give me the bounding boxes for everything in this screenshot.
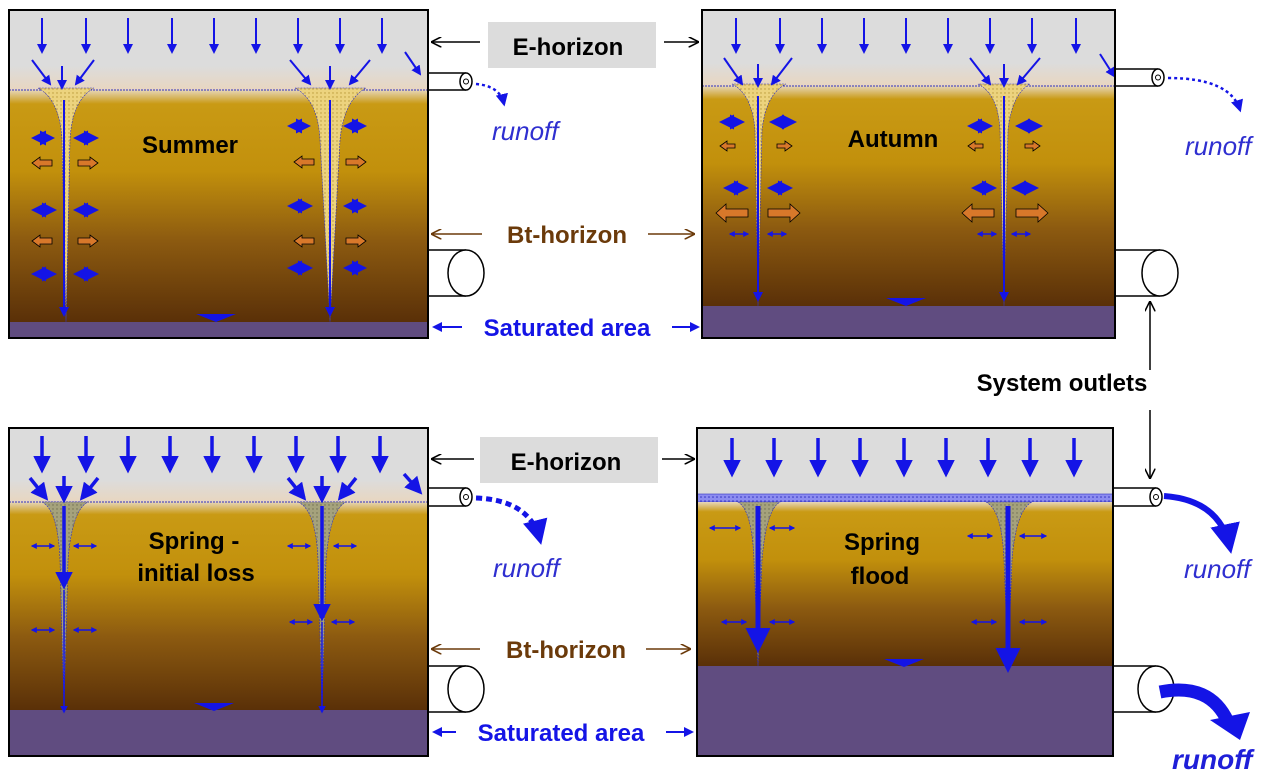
panel-title-spring-initial-2: initial loss [137, 560, 254, 587]
panel-title-autumn: Autumn [848, 126, 939, 153]
panel-title-spring-flood-2: flood [851, 563, 910, 590]
bt-horizon-label-bottom: Bt-horizon [506, 637, 626, 664]
panel-spring-initial-loss: Spring - initial loss runoff [8, 427, 562, 757]
system-outlets-label: System outlets [977, 370, 1148, 397]
runoff-label: runoff [493, 553, 562, 583]
panel-spring-flood: Spring flood runoff runoff [696, 427, 1255, 775]
panel-title-spring-flood-1: Spring [844, 529, 920, 556]
saturated-area-label-top: Saturated area [484, 315, 651, 342]
rain-arrows [31, 18, 422, 317]
center-labels: E-horizon Bt-horizon Saturated area Syst… [432, 22, 1150, 747]
runoff-label: runoff [492, 116, 561, 146]
e-horizon-label-bottom: E-horizon [511, 449, 622, 476]
panel-autumn: Autumn runoff [701, 9, 1254, 339]
e-horizon-label-top: E-horizon [513, 34, 624, 61]
saturated-area-label-bottom: Saturated area [478, 720, 645, 747]
bt-horizon-label-top: Bt-horizon [507, 222, 627, 249]
runoff-label-large: runoff [1172, 744, 1255, 775]
panel-title-spring-initial-1: Spring - [149, 528, 240, 555]
runoff-label: runoff [1184, 554, 1253, 584]
panel-title-summer: Summer [142, 132, 238, 159]
runoff-label: runoff [1185, 131, 1254, 161]
panel-summer: Summer runoff [8, 9, 561, 339]
